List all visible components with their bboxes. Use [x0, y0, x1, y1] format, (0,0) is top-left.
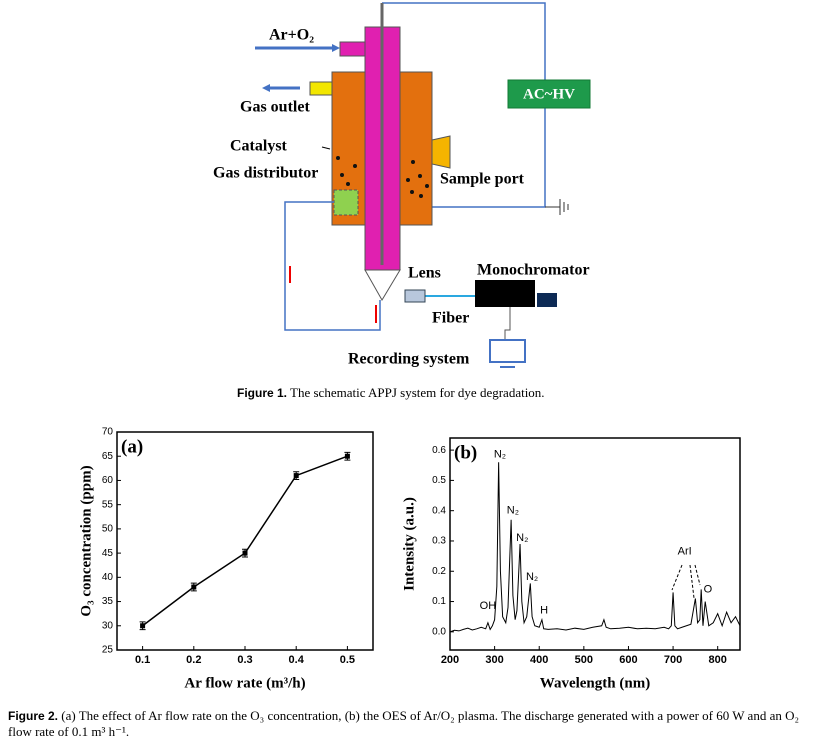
y-tick-label: 65 [102, 451, 114, 462]
detector [537, 293, 557, 307]
marker [191, 584, 197, 590]
arrows [671, 564, 701, 599]
x-tick-label: 300 [485, 654, 503, 666]
y-tick-label: 0.4 [432, 505, 446, 516]
y-tick-label: 60 [102, 475, 114, 486]
marker [140, 623, 146, 629]
label: Gas distributor [213, 165, 318, 182]
chart-title: (b) [454, 442, 477, 463]
x-tick-label: 0.5 [340, 654, 355, 666]
x-tick-label: 700 [664, 654, 682, 666]
inlet-arrow-head [332, 44, 340, 52]
y-tick-label: 30 [102, 620, 114, 631]
annotation: ArI [678, 545, 692, 557]
y-tick-label: 0.0 [432, 626, 446, 637]
annotation: N₂ [526, 571, 538, 583]
x-tick-label: 0.1 [135, 654, 150, 666]
y-tick-label: 40 [102, 572, 114, 583]
wire [382, 2, 546, 80]
x-tick-label: 600 [619, 654, 637, 666]
annotation: N₂ [494, 449, 506, 461]
x-tick-label: 500 [575, 654, 593, 666]
figure-1-caption: Figure 1. The schematic APPJ system for … [237, 385, 545, 401]
chart-title: (a) [121, 436, 143, 457]
x-axis-label: Wavelength (nm) [540, 675, 650, 691]
series-line [142, 455, 348, 627]
label: AC~HV [523, 86, 575, 102]
y-axis-label: Intensity (a.u.) [401, 497, 417, 591]
plot-frame [449, 437, 741, 651]
caption-label: Figure 1. [237, 386, 288, 400]
gas-line [284, 201, 381, 331]
y-tick-label: 50 [102, 524, 114, 535]
x-tick-label: 0.4 [289, 654, 305, 666]
label: Sample port [440, 171, 525, 188]
x-axis-label: Ar flow rate (m³/h) [184, 675, 305, 691]
label: Gas outlet [240, 99, 310, 116]
label: Monochromator [477, 262, 590, 279]
outlet-arrow-head [262, 84, 270, 92]
annotation: N₂ [516, 532, 528, 544]
x-tick-label: 800 [709, 654, 727, 666]
y-tick-label: 70 [102, 427, 114, 438]
figure-2-caption: Figure 2. (a) The effect of Ar flow rate… [8, 708, 818, 739]
label: Fiber [432, 310, 469, 327]
series-line [449, 462, 741, 633]
monochromator [475, 280, 535, 307]
y-tick-label: 35 [102, 596, 114, 607]
nozzle [364, 269, 401, 301]
outlet-pipe [309, 81, 333, 96]
marker [344, 453, 350, 459]
annotation: O [704, 583, 713, 595]
x-tick-label: 0.2 [186, 654, 201, 666]
y-tick-label: 25 [102, 645, 114, 656]
y-tick-label: 0.2 [432, 566, 446, 577]
label: Catalyst [230, 138, 288, 155]
y-tick-label: 0.6 [432, 445, 446, 456]
monitor [489, 339, 526, 363]
inlet-pipe [339, 41, 366, 57]
label: Recording system [348, 351, 470, 368]
catalyst-dots [336, 156, 429, 198]
marker [293, 473, 299, 479]
cable [504, 307, 511, 340]
y-axis-label: O₃ concentration (ppm) [78, 465, 94, 616]
gas-distributor [333, 189, 359, 216]
annotation: OH [480, 600, 497, 612]
sample-port [431, 135, 451, 169]
annotation: N₂ [507, 505, 519, 517]
y-tick-label: 0.5 [432, 475, 446, 486]
label: Ar+O₂ [269, 27, 314, 44]
charts: 0.1 0.2 0.3 0.4 0.5 25 30 35 40 45 50 55 60 65 70 (a) Ar… [78, 427, 741, 691]
x-tick-label: 400 [530, 654, 548, 666]
y-tick-label: 45 [102, 548, 114, 559]
plot-frame [116, 431, 374, 651]
annotation: H [540, 605, 548, 617]
caption-text: The schematic APPJ system for dye degrad… [290, 385, 545, 400]
schematic: Ar+O₂ Gas outlet AC~HV Catalyst Gas dist… [213, 2, 591, 368]
caption-text: (a) The effect of Ar flow rate on the O₃… [8, 708, 800, 739]
caption-label: Figure 2. [8, 709, 59, 723]
label: Lens [408, 265, 441, 282]
marker [242, 550, 248, 556]
y-tick-label: 55 [102, 499, 114, 510]
y-tick-label: 0.3 [432, 536, 446, 547]
lens [404, 289, 426, 303]
x-tick-label: 0.3 [237, 654, 252, 666]
pointer [321, 146, 331, 150]
x-tick-label: 200 [441, 654, 459, 666]
power-box [507, 79, 591, 109]
y-tick-label: 0.1 [432, 596, 446, 607]
